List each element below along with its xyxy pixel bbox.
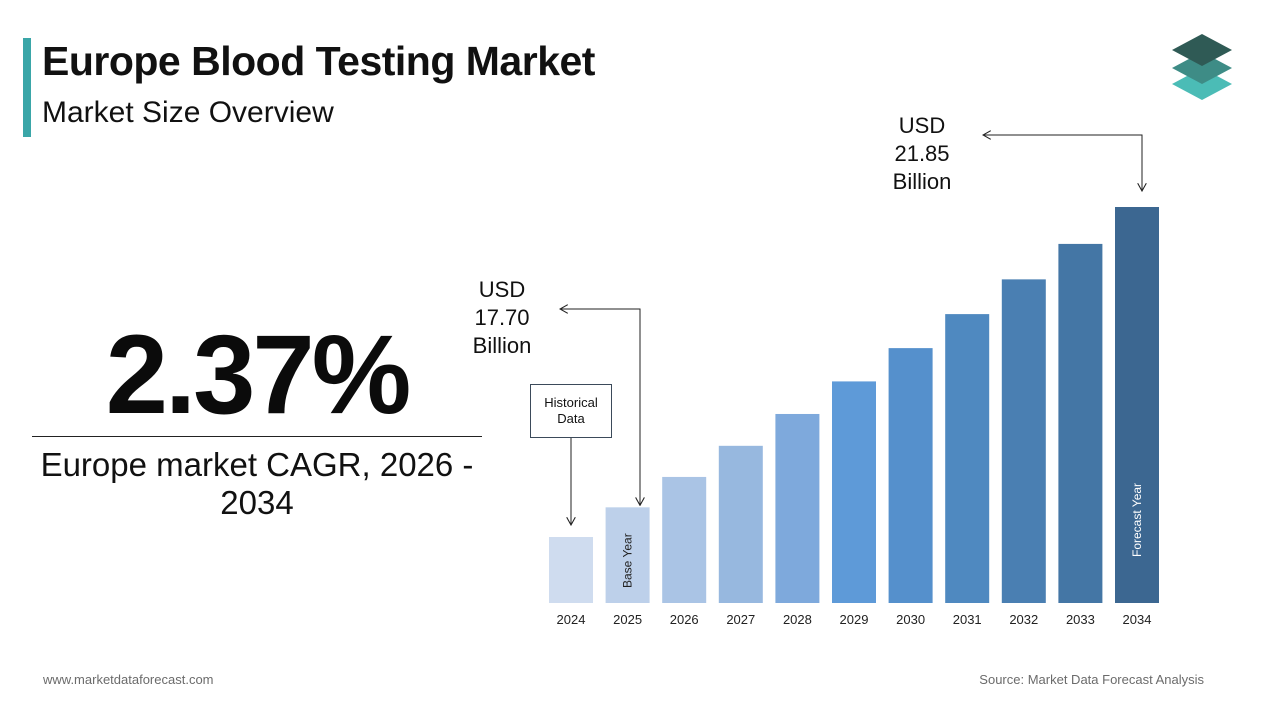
x-tick-label-2033: 2033 xyxy=(1066,612,1095,627)
bar-2031 xyxy=(945,314,990,603)
bar-2034 xyxy=(1115,207,1159,603)
footer-source: Source: Market Data Forecast Analysis xyxy=(979,672,1204,687)
bar-2026 xyxy=(662,476,707,603)
footer-website[interactable]: www.marketdataforecast.com xyxy=(43,672,214,687)
bar-2027 xyxy=(718,445,763,603)
x-tick-label-2031: 2031 xyxy=(953,612,982,627)
cagr-value: 2.37% xyxy=(105,312,412,437)
x-tick-label-2030: 2030 xyxy=(896,612,925,627)
start-value-arrow xyxy=(560,309,640,505)
bar-2033 xyxy=(1058,243,1103,603)
page-title: Europe Blood Testing Market xyxy=(42,38,595,84)
bar-2030 xyxy=(888,348,933,603)
bar-2028 xyxy=(775,413,820,603)
bar-2032 xyxy=(1001,279,1046,603)
start-value-annotation: USD 17.70 Billion xyxy=(472,277,532,358)
x-tick-label-2034: 2034 xyxy=(1123,612,1152,627)
logo-layer-middle xyxy=(1172,52,1232,84)
historical-data-box: Historical Data xyxy=(530,384,612,438)
stacked-layers-logo-icon xyxy=(1172,34,1232,100)
x-tick-label-2024: 2024 xyxy=(557,612,586,627)
bar-2025 xyxy=(605,507,650,603)
end-value-annotation: USD 21.85 Billion xyxy=(892,113,952,194)
page-subtitle: Market Size Overview xyxy=(42,96,334,129)
bar-2029 xyxy=(832,381,876,603)
bar-label-2025: Base Year xyxy=(621,533,635,588)
bar-2024 xyxy=(549,537,593,603)
title-accent-bar xyxy=(23,38,31,137)
x-tick-label-2029: 2029 xyxy=(840,612,869,627)
bar-label-2034: Forecast Year xyxy=(1130,483,1144,557)
x-tick-label-2032: 2032 xyxy=(1009,612,1038,627)
cagr-divider xyxy=(32,436,482,437)
logo-layer-top xyxy=(1172,34,1232,66)
end-value-arrow xyxy=(983,135,1142,191)
x-tick-label-2025: 2025 xyxy=(613,612,642,627)
x-tick-label-2028: 2028 xyxy=(783,612,812,627)
x-tick-label-2027: 2027 xyxy=(726,612,755,627)
x-tick-label-2026: 2026 xyxy=(670,612,699,627)
cagr-label: Europe market CAGR, 2026 - 2034 xyxy=(40,446,474,521)
